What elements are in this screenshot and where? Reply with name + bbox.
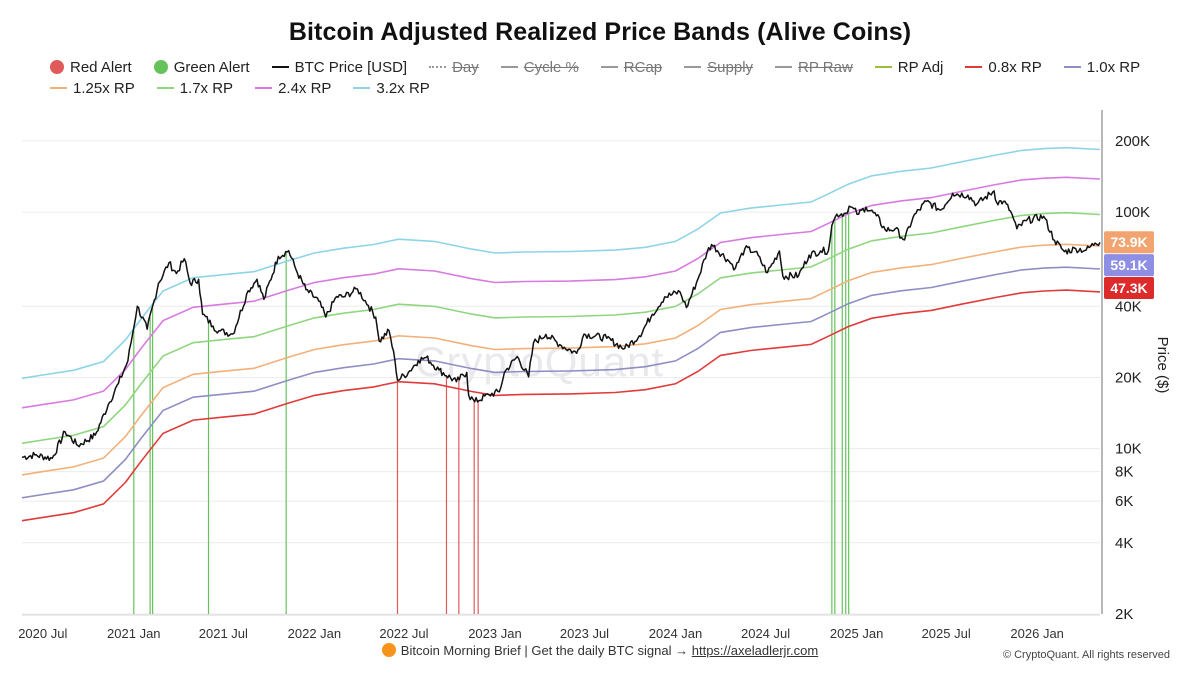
legend-label: 0.8x RP <box>988 58 1042 76</box>
x-tick-label: 2024 Jan <box>649 626 703 640</box>
value-badge-label: 47.3K <box>1110 280 1147 296</box>
legend-item-1-0x-rp[interactable]: 1.0x RP <box>1063 58 1141 76</box>
band-line-2-4x-rp <box>21 176 1101 409</box>
legend-label: BTC Price [USD] <box>294 58 408 76</box>
band-line-1-25x-rp <box>21 243 1101 476</box>
x-tick-label: 2023 Jan <box>468 626 522 640</box>
legend-item-cycle[interactable]: Cycle % <box>500 58 579 76</box>
y-tick-label: 6K <box>1115 493 1133 510</box>
legend-label: 3.2x RP <box>376 79 430 97</box>
legend-swatch-2-4x-rp <box>255 87 273 89</box>
band-line-3-2x-rp <box>21 146 1101 380</box>
legend-swatch-1-0x-rp <box>1063 66 1081 68</box>
legend-item-1-7x-rp[interactable]: 1.7x RP <box>156 79 234 97</box>
legend-swatch-supply <box>684 66 702 68</box>
legend-swatch-green-alert <box>153 60 168 74</box>
legend-swatch-1-7x-rp <box>156 87 174 89</box>
footer-text: Bitcoin Morning Brief | Get the daily BT… <box>400 643 692 658</box>
legend-item-rp-raw[interactable]: RP Raw <box>775 58 853 76</box>
legend-item-rp-adj[interactable]: RP Adj <box>874 58 944 76</box>
value-badge <box>1104 231 1154 254</box>
legend-label: RCap <box>623 58 663 76</box>
x-tick-label: 2023 Jul <box>560 626 609 640</box>
x-tick-label: 2024 Jul <box>741 626 790 640</box>
legend-swatch-0-8x-rp <box>965 66 983 68</box>
legend-label: 1.25x RP <box>73 79 135 97</box>
legend-label: RP Adj <box>897 58 944 76</box>
legend-label: Supply <box>707 58 754 76</box>
legend-item-3-2x-rp[interactable]: 3.2x RP <box>353 79 430 97</box>
legend-swatch-rp-adj <box>874 66 892 68</box>
y-tick-label: 8K <box>1115 464 1133 481</box>
legend-swatch-red-alert <box>50 60 64 74</box>
legend-item-green-alert[interactable]: Green Alert <box>153 58 250 76</box>
legend-label: Cycle % <box>523 58 579 76</box>
y-tick-label: 200K <box>1115 133 1150 150</box>
legend-label: RP Raw <box>798 58 853 76</box>
legend-swatch-cycle <box>500 66 518 68</box>
value-badge <box>1104 254 1154 277</box>
footer-link[interactable]: https://axeladlerjr.com <box>691 643 819 658</box>
copyright: © CryptoQuant. All rights reserved <box>1002 649 1170 661</box>
legend-label: Red Alert <box>70 58 132 76</box>
legend-swatch-rp-raw <box>775 66 793 68</box>
legend-item-supply[interactable]: Supply <box>684 58 753 76</box>
legend-label: Green Alert <box>173 58 250 76</box>
band-line-1-7x-rp <box>21 211 1101 445</box>
btc-price-line <box>21 190 1101 462</box>
legend-swatch-rcap <box>600 66 618 68</box>
legend-item-2-4x-rp[interactable]: 2.4x RP <box>255 79 331 97</box>
x-tick-label: 2026 Jan <box>1010 626 1064 640</box>
y-tick-label: 40K <box>1115 298 1142 315</box>
legend-label: 2.4x RP <box>278 79 332 97</box>
chart-legend: Red Alert Green Alert BTC Price [USD] Day Cy… <box>50 58 1160 97</box>
value-badge-label: 59.1K <box>1110 257 1147 273</box>
legend-item-btc-price-usd[interactable]: BTC Price [USD] <box>271 58 408 76</box>
x-tick-label: 2021 Jul <box>199 626 248 640</box>
band-line-0-8x-rp <box>21 289 1101 522</box>
bitcoin-coin-icon <box>381 643 396 657</box>
x-tick-label: 2025 Jul <box>922 626 971 640</box>
legend-item-1-25x-rp[interactable]: 1.25x RP <box>50 79 135 97</box>
legend-swatch-day <box>429 66 447 68</box>
y-axis-title: Price ($) <box>1154 337 1171 394</box>
value-badge-label: 73.9K <box>1110 234 1147 250</box>
legend-swatch-1-25x-rp <box>50 87 67 89</box>
x-tick-label: 2025 Jan <box>830 626 884 640</box>
legend-item-day[interactable]: Day <box>429 58 479 76</box>
x-tick-label: 2020 Jul <box>18 626 67 640</box>
value-badge <box>1104 277 1154 300</box>
legend-item-0-8x-rp[interactable]: 0.8x RP <box>965 58 1042 76</box>
x-tick-label: 2022 Jan <box>288 626 342 640</box>
legend-item-red-alert[interactable]: Red Alert <box>50 58 132 76</box>
legend-label: 1.7x RP <box>179 79 234 97</box>
legend-item-rcap[interactable]: RCap <box>600 58 663 76</box>
y-tick-label: 100K <box>1115 204 1150 221</box>
y-tick-label: 4K <box>1115 535 1133 552</box>
legend-label: Day <box>452 58 479 76</box>
chart-svg: 200K 100K 40K 20K 10K 8K 6K 4K 2K Price ($) 2020 J… <box>18 110 1171 640</box>
legend-swatch-btc-price-usd <box>271 66 289 68</box>
legend-label: 1.0x RP <box>1086 58 1141 76</box>
x-tick-label: 2021 Jan <box>107 626 161 640</box>
band-line-1-0x-rp <box>21 266 1101 499</box>
chart-title: Bitcoin Adjusted Realized Price Bands (A… <box>288 18 912 46</box>
legend-swatch-3-2x-rp <box>353 87 371 89</box>
y-tick-label: 10K <box>1115 441 1142 458</box>
x-tick-label: 2022 Jul <box>379 626 428 640</box>
y-tick-label: 2K <box>1115 606 1133 623</box>
footer: Bitcoin Morning Brief | Get the daily BT… <box>0 643 1200 658</box>
y-tick-label: 20K <box>1115 369 1142 386</box>
